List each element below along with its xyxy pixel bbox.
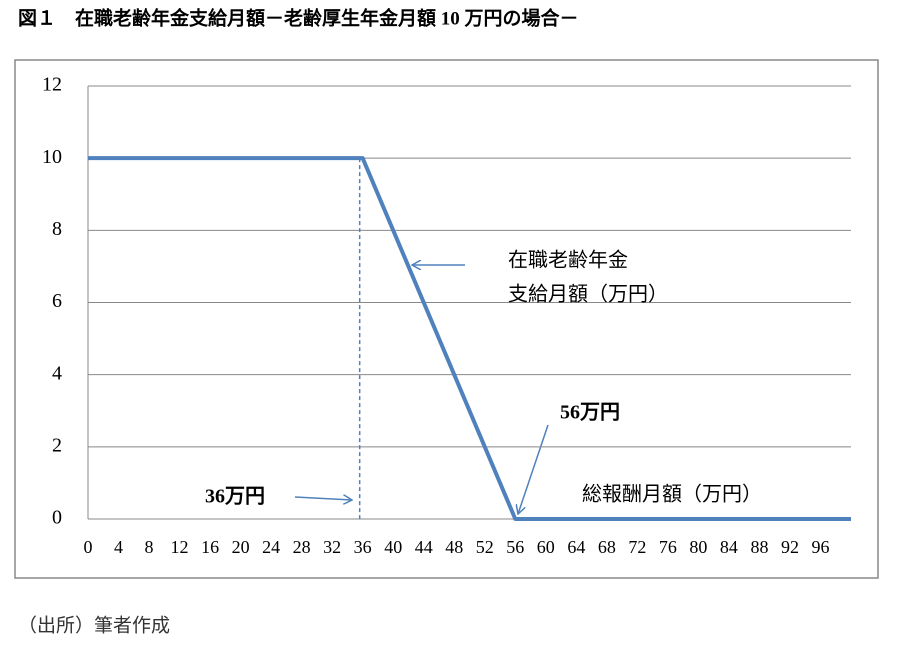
x-tick-label: 56 bbox=[506, 537, 524, 557]
annotation: 総報酬月額（万円） bbox=[582, 483, 762, 506]
x-tick-label: 80 bbox=[689, 537, 707, 557]
annotation: 36万円 bbox=[205, 486, 265, 508]
x-tick-label: 68 bbox=[598, 537, 616, 557]
data-line bbox=[88, 156, 851, 521]
source-note: （出所）筆者作成 bbox=[18, 615, 170, 637]
chart-frame bbox=[14, 59, 879, 579]
x-tick-label: 24 bbox=[262, 537, 280, 557]
y-tick-label: 8 bbox=[52, 218, 62, 240]
chart-title: 図１ 在職老齢年金支給月額－老齢厚生年金月額 10 万円の場合－ bbox=[18, 6, 579, 29]
arrow bbox=[294, 497, 352, 500]
x-tick-label: 48 bbox=[445, 537, 463, 557]
x-tick-label: 92 bbox=[781, 537, 799, 557]
x-tick-label: 72 bbox=[628, 537, 646, 557]
x-tick-label: 28 bbox=[293, 537, 311, 557]
arrow bbox=[518, 424, 549, 514]
x-tick-label: 88 bbox=[750, 537, 768, 557]
y-tick-label: 4 bbox=[52, 362, 62, 384]
y-tick-label: 10 bbox=[42, 146, 62, 168]
y-tick-label: 6 bbox=[52, 290, 62, 312]
x-tick-label: 52 bbox=[476, 537, 494, 557]
x-tick-label: 16 bbox=[201, 537, 219, 557]
x-tick-label: 40 bbox=[384, 537, 402, 557]
x-tick-label: 64 bbox=[567, 537, 585, 557]
x-tick-label: 36 bbox=[354, 537, 372, 557]
x-tick-label: 96 bbox=[811, 537, 829, 557]
x-tick-label: 84 bbox=[720, 537, 738, 557]
x-tick-label: 8 bbox=[145, 537, 154, 557]
x-tick-label: 60 bbox=[537, 537, 555, 557]
x-tick-label: 44 bbox=[415, 537, 433, 557]
x-tick-label: 0 bbox=[84, 537, 93, 557]
x-tick-label: 12 bbox=[171, 537, 189, 557]
annotation: 56万円 bbox=[560, 402, 620, 424]
x-tick-label: 76 bbox=[659, 537, 677, 557]
y-tick-label: 2 bbox=[52, 434, 62, 456]
annotation: 在職老齢年金 bbox=[508, 249, 628, 272]
x-tick-label: 20 bbox=[232, 537, 250, 557]
y-tick-label: 12 bbox=[42, 74, 62, 96]
x-tick-label: 32 bbox=[323, 537, 341, 557]
x-tick-label: 4 bbox=[114, 537, 123, 557]
y-tick-label: 0 bbox=[52, 507, 62, 529]
annotation: 支給月額（万円） bbox=[508, 283, 668, 306]
